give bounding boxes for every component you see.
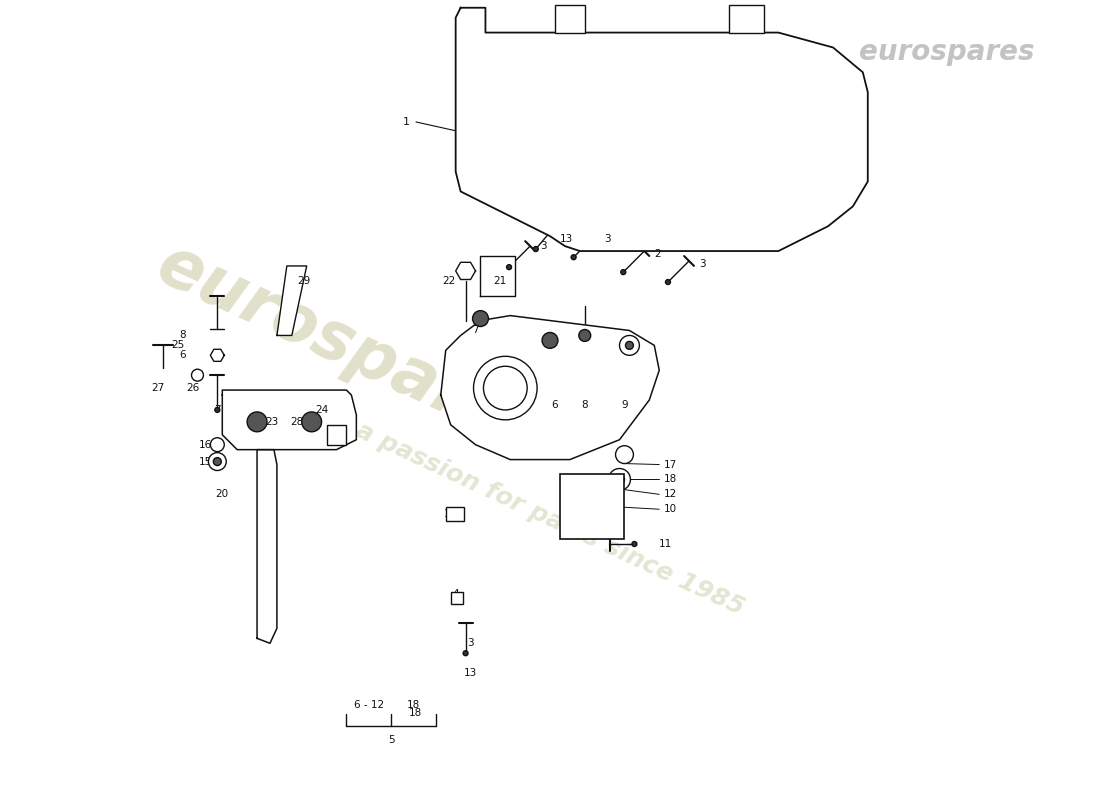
Text: 7: 7 [472, 326, 478, 335]
Text: 9: 9 [621, 400, 628, 410]
Bar [590, 479, 607, 494]
Circle shape [208, 453, 227, 470]
Text: 6 - 12: 6 - 12 [354, 700, 384, 710]
Polygon shape [257, 450, 277, 643]
Bar [446, 507, 463, 521]
Text: 14: 14 [444, 510, 458, 519]
Text: 5: 5 [388, 734, 395, 745]
Text: 13: 13 [464, 668, 477, 678]
Polygon shape [455, 262, 475, 279]
Text: 4: 4 [452, 589, 459, 598]
Text: 25: 25 [170, 340, 184, 350]
Circle shape [626, 342, 634, 350]
Circle shape [463, 650, 469, 656]
Bar [560, 474, 625, 539]
Circle shape [301, 412, 321, 432]
Text: 3: 3 [605, 234, 612, 244]
Text: eurospares: eurospares [146, 231, 557, 470]
Text: 3: 3 [540, 241, 547, 251]
Text: 17: 17 [664, 459, 678, 470]
Bar [327, 425, 346, 445]
Circle shape [615, 474, 625, 485]
Circle shape [571, 254, 576, 260]
Circle shape [666, 279, 670, 285]
Text: 8: 8 [582, 400, 588, 410]
Text: a passion for parts since 1985: a passion for parts since 1985 [352, 418, 748, 620]
Circle shape [620, 270, 626, 274]
Circle shape [579, 330, 591, 342]
Text: eurospares: eurospares [859, 38, 1035, 66]
Text: 27: 27 [151, 383, 164, 393]
Text: 8: 8 [179, 330, 186, 341]
Polygon shape [222, 390, 356, 450]
Text: 10: 10 [664, 504, 678, 514]
Text: 7: 7 [214, 405, 221, 415]
Text: 11: 11 [659, 539, 672, 549]
Text: 18: 18 [664, 474, 678, 485]
Circle shape [210, 438, 224, 452]
Circle shape [214, 407, 220, 413]
Circle shape [248, 412, 267, 432]
Circle shape [191, 370, 204, 381]
Text: 20: 20 [216, 490, 229, 499]
Text: 2: 2 [654, 249, 661, 259]
Polygon shape [481, 256, 515, 296]
Text: 18: 18 [407, 700, 420, 710]
Circle shape [507, 265, 512, 270]
Bar [451, 592, 463, 603]
Circle shape [534, 246, 538, 251]
Polygon shape [210, 350, 224, 362]
Text: 23: 23 [265, 417, 278, 427]
Bar [556, 5, 585, 33]
Polygon shape [455, 8, 868, 251]
Text: 24: 24 [315, 405, 328, 415]
Text: 16: 16 [199, 440, 212, 450]
Circle shape [616, 446, 634, 463]
Text: 13: 13 [560, 234, 573, 244]
Text: 22: 22 [442, 276, 455, 286]
Text: 21: 21 [494, 276, 507, 286]
Polygon shape [277, 266, 307, 335]
Circle shape [619, 335, 639, 355]
Polygon shape [441, 315, 659, 459]
Circle shape [473, 356, 537, 420]
Circle shape [473, 310, 488, 326]
Text: 28: 28 [290, 417, 304, 427]
Text: 3: 3 [698, 259, 705, 269]
Text: 1: 1 [403, 117, 409, 127]
Text: 3: 3 [468, 638, 474, 648]
Circle shape [631, 542, 637, 546]
Text: 15: 15 [199, 457, 212, 466]
Bar [728, 5, 763, 33]
Circle shape [213, 458, 221, 466]
Text: 18: 18 [409, 708, 422, 718]
Text: 29: 29 [297, 276, 310, 286]
Circle shape [542, 333, 558, 348]
Circle shape [484, 366, 527, 410]
Text: 6: 6 [552, 400, 559, 410]
Circle shape [608, 469, 630, 490]
Text: 12: 12 [664, 490, 678, 499]
Text: 26: 26 [186, 383, 199, 393]
Text: 6: 6 [179, 350, 186, 360]
